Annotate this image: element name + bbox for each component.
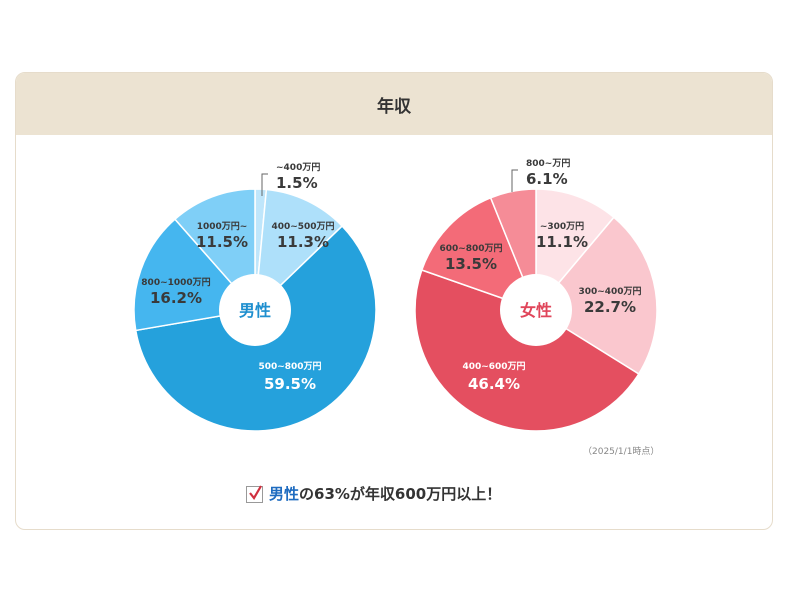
pie-slice <box>414 269 640 432</box>
slice-label: 500~800万円 <box>258 361 321 372</box>
slice-percent: 16.2% <box>150 289 202 307</box>
checkbox-icon <box>246 485 263 503</box>
pie-center-label: 男性 <box>239 301 271 320</box>
slice-percent: 11.3% <box>277 233 329 251</box>
slice-percent: 46.4% <box>468 375 520 393</box>
pie-slice <box>254 188 344 312</box>
slice-percent: 11.1% <box>536 233 588 251</box>
slice-percent: 22.7% <box>584 298 636 316</box>
slice-percent: 11.5% <box>196 233 248 251</box>
pie-slice <box>173 188 256 312</box>
pie-center-hole <box>500 274 572 346</box>
summary-male-word: 男性 <box>269 485 300 503</box>
slice-percent: 59.5% <box>264 375 316 393</box>
leader-line <box>511 169 518 192</box>
slice-percent: 1.5% <box>276 174 318 192</box>
pie-slice <box>534 216 658 376</box>
leader-line <box>261 173 268 196</box>
slice-label: 1000万円~ <box>197 221 248 232</box>
slice-label: 600~800万円 <box>439 243 502 254</box>
as-of-date: （2025/1/1時点） <box>583 447 660 457</box>
pie-slice <box>420 196 538 312</box>
slice-label: 400~500万円 <box>271 221 334 232</box>
summary-line: 男性 の63%が年収600万円以上！ <box>246 483 501 504</box>
slice-label: ~400万円 <box>276 162 320 173</box>
slice-percent: 13.5% <box>445 255 497 273</box>
slice-percent: 6.1% <box>526 170 568 188</box>
slice-label: 400~600万円 <box>462 361 525 372</box>
slice-label: 300~400万円 <box>578 286 641 297</box>
slice-label: 800~1000万円 <box>141 277 210 288</box>
slice-label: ~300万円 <box>540 221 584 232</box>
pie-center-label: 女性 <box>520 301 552 320</box>
pie-center-hole <box>219 274 291 346</box>
summary-text: の63%が年収600万円以上！ <box>299 485 502 503</box>
card-title: 年収 <box>16 73 772 135</box>
slice-label: 800~万円 <box>526 158 570 169</box>
